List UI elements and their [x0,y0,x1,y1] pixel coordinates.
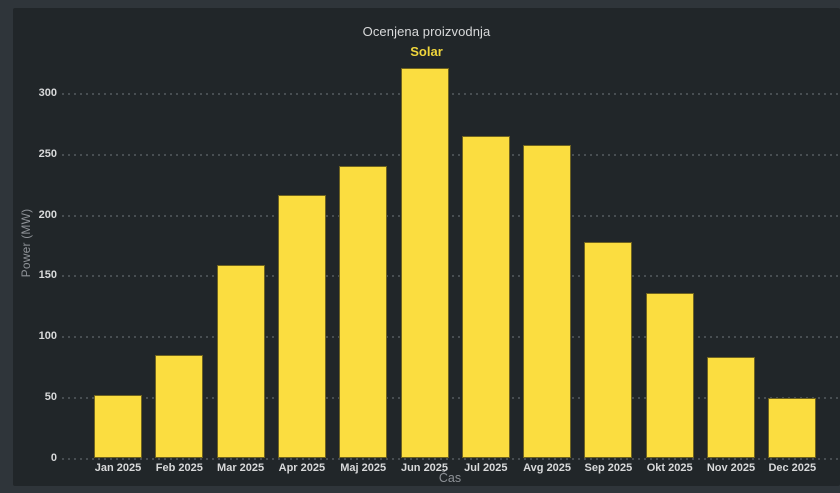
y-tick-label-300: 300 [38,87,57,100]
bar-apr-2025[interactable] [277,195,326,459]
bar-nov-2025[interactable] [707,356,755,459]
y-axis-title: Power (MW) [19,208,33,278]
bar-jul-2025[interactable] [461,135,510,459]
x-tick-label-feb-2025: Feb 2025 [155,462,203,474]
bar-jan-2025[interactable] [94,395,142,459]
x-tick-label-mar-2025: Mar 2025 [217,462,265,474]
x-tick-label-jan-2025: Jan 2025 [94,462,142,474]
y-tick-label-50: 50 [44,390,57,403]
gridline-200 [62,214,838,217]
x-tick-label-jun-2025: Jun 2025 [400,462,449,474]
y-tick-label-200: 200 [38,208,57,221]
x-axis-title: Čas [438,471,462,485]
y-tick-label-250: 250 [38,148,57,160]
x-tick-label-avg-2025: Avg 2025 [523,462,572,474]
chart-panel: Ocenjena proizvodnja Solar Power (MW) Ča… [13,8,840,486]
x-tick-label-okt-2025: Okt 2025 [646,462,693,474]
bar-okt-2025[interactable] [645,293,694,459]
gridline-250 [62,154,838,156]
y-tick-label-100: 100 [38,330,57,343]
legend: Solar [13,43,840,61]
gridline-150 [62,275,838,278]
x-tick-label-jul-2025: Jul 2025 [464,462,508,474]
x-tick-label-apr-2025: Apr 2025 [278,462,326,474]
x-tick-label-sep-2025: Sep 2025 [584,462,633,474]
gridline-50 [62,396,838,399]
gridline-0 [62,457,838,460]
gridline-100 [62,336,838,339]
chart-title: Ocenjena proizvodnja [362,24,491,39]
bar-mar-2025[interactable] [216,265,265,459]
x-tick-label-nov-2025: Nov 2025 [706,462,756,474]
gridline-300 [62,93,838,96]
x-tick-label-maj-2025: Maj 2025 [340,462,387,474]
y-tick-label-0: 0 [50,451,57,464]
y-tick-label-150: 150 [38,269,57,282]
bar-dec-2025[interactable] [768,397,817,459]
x-tick-label-dec-2025: Dec 2025 [768,462,817,474]
bar-avg-2025[interactable] [523,145,572,459]
bar-feb-2025[interactable] [155,355,204,459]
bar-maj-2025[interactable] [339,165,388,459]
bar-jun-2025[interactable] [400,67,449,459]
bar-sep-2025[interactable] [584,242,633,459]
legend-item-solar[interactable]: Solar [410,44,443,59]
